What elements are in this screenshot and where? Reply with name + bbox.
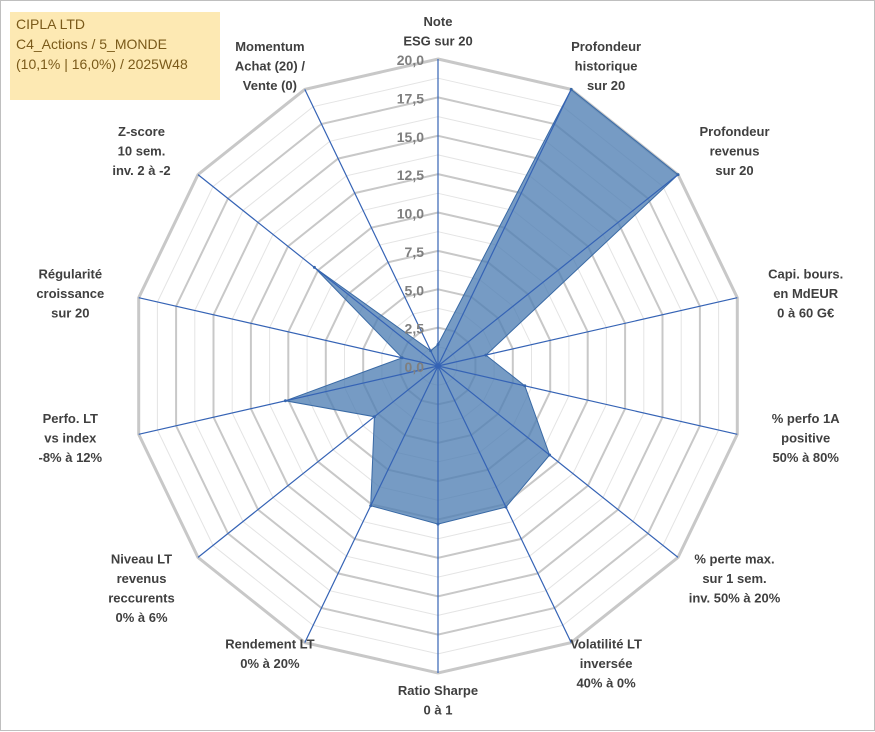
tick-label: 0,0	[405, 359, 425, 375]
axis-label-line: 0 à 60 G€	[777, 305, 834, 320]
axis-label-line: sur 1 sem.	[702, 571, 766, 586]
axis-label-line: Niveau LT	[111, 551, 172, 566]
axis-label-line: Régularité	[39, 266, 103, 281]
tick-label: 5,0	[405, 282, 425, 298]
chart-title-period: (10,1% | 16,0%) / 2025W48	[16, 56, 188, 72]
axis-label-line: 0% à 6%	[115, 610, 167, 625]
axis-label-line: historique	[575, 58, 638, 73]
axis-label: Niveau LT revenus reccurents 0% à 6%	[108, 551, 174, 625]
axis-label-line: -8% à 12%	[39, 450, 103, 465]
axis-label-line: revenus	[710, 144, 760, 159]
axis-spoke	[138, 365, 439, 435]
axis-label: Capi. bours. en MdEUR 0 à 60 G€	[768, 266, 843, 320]
tick-label: 17,5	[397, 90, 424, 106]
axis-spoke	[437, 365, 572, 643]
axis-label-line: revenus	[117, 571, 167, 586]
axis-label-line: 40% à 0%	[576, 676, 636, 691]
chart-title-box: CIPLA LTD C4_Actions / 5_MONDE (10,1% | …	[10, 12, 220, 100]
axis-label: Perfo. LT vs index -8% à 12%	[39, 411, 103, 465]
axis-spoke	[304, 365, 439, 643]
axis-label-line: inv. 50% à 20%	[689, 590, 781, 605]
axis-label-line: inversée	[580, 656, 633, 671]
axis-label-line: Ratio Sharpe	[398, 683, 478, 698]
axis-label-line: % perte max.	[694, 551, 774, 566]
axis-label-line: Z-score	[118, 124, 165, 139]
axis-label-line: Momentum	[235, 39, 304, 54]
axis-label-line: positive	[781, 431, 830, 446]
tick-label: 7,5	[405, 244, 425, 260]
axis-spoke	[197, 365, 439, 558]
axis-label: % perte max. sur 1 sem. inv. 50% à 20%	[689, 551, 781, 605]
axis-label-line: en MdEUR	[773, 286, 839, 301]
axis-label-line: Perfo. LT	[43, 411, 98, 426]
axis-spoke	[437, 365, 738, 435]
axis-label: % perfo 1A positive 50% à 80%	[772, 411, 841, 465]
axis-spoke	[197, 174, 439, 367]
axis-spoke	[304, 89, 439, 367]
axis-label-line: croissance	[36, 286, 104, 301]
axis-label-line: Capi. bours.	[768, 266, 843, 281]
axis-label-line: % perfo 1A	[772, 411, 841, 426]
axis-label: Profondeur historique sur 20	[571, 39, 641, 93]
axis-label: Ratio Sharpe 0 à 1	[398, 683, 478, 718]
axis-label-line: Profondeur	[571, 39, 641, 54]
axis-label-line: reccurents	[108, 590, 174, 605]
axis-label-line: 0% à 20%	[240, 656, 300, 671]
axis-label: Volatilité LT inversée 40% à 0%	[570, 637, 642, 691]
chart-title-category: C4_Actions / 5_MONDE	[16, 36, 167, 52]
axis-label-line: Rendement LT	[225, 637, 314, 652]
axis-label: Momentum Achat (20) / Vente (0)	[235, 39, 305, 93]
axis-label-line: Volatilité LT	[570, 637, 642, 652]
tick-label: 10,0	[397, 206, 424, 222]
axis-label: Z-score 10 sem. inv. 2 à -2	[112, 124, 170, 178]
axis-label-line: Vente (0)	[243, 78, 297, 93]
axis-label: Note ESG sur 20	[403, 14, 472, 49]
axis-label-line: sur 20	[715, 163, 753, 178]
axis-spoke	[437, 89, 572, 367]
tick-label: 12,5	[397, 167, 424, 183]
axis-label-line: Note	[424, 14, 453, 29]
axis-spoke	[437, 174, 679, 367]
axis-label-line: 10 sem.	[118, 144, 166, 159]
axis-label-line: 0 à 1	[424, 703, 453, 718]
tick-label: 20,0	[397, 52, 424, 68]
axis-label-line: Achat (20) /	[235, 58, 305, 73]
axis-spoke	[437, 297, 738, 367]
axis-label-line: 50% à 80%	[772, 450, 839, 465]
axis-label-line: ESG sur 20	[403, 34, 472, 49]
axis-label: Régularité croissance sur 20	[36, 266, 104, 320]
axis-label-line: Profondeur	[699, 124, 769, 139]
axis-label-line: sur 20	[51, 305, 89, 320]
axis-label-line: inv. 2 à -2	[112, 163, 170, 178]
axis-label: Rendement LT 0% à 20%	[225, 637, 314, 672]
chart-title-company: CIPLA LTD	[16, 16, 85, 32]
tick-label: 2,5	[405, 321, 425, 337]
axis-spoke	[138, 297, 439, 367]
axis-label-line: vs index	[44, 431, 97, 446]
tick-label: 15,0	[397, 129, 424, 145]
axis-label-line: sur 20	[587, 78, 625, 93]
axis-spoke	[437, 365, 679, 558]
axis-label: Profondeur revenus sur 20	[699, 124, 769, 178]
